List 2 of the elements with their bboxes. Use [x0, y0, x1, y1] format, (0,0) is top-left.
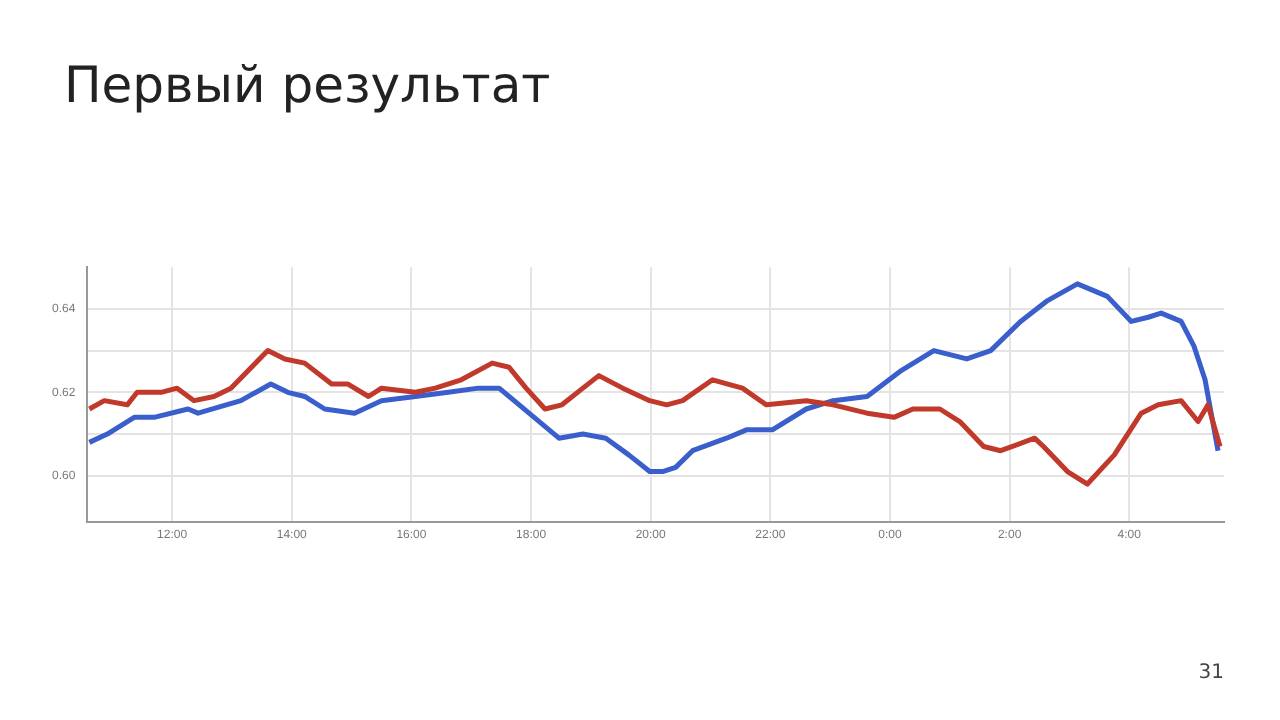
chart-title: Первый результат [64, 56, 551, 114]
text: 31 [1198, 662, 1224, 684]
